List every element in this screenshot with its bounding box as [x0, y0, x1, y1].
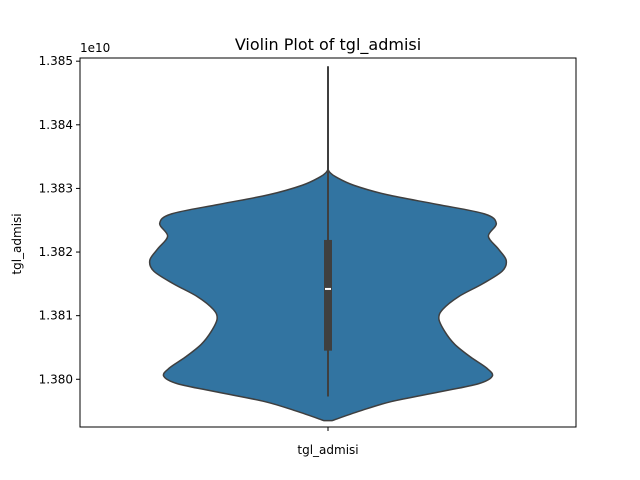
iqr-box: [324, 239, 332, 351]
y-tick-label: 1.384: [39, 118, 73, 132]
y-tick-label: 1.381: [39, 309, 73, 323]
x-tick-label: tgl_admisi: [297, 443, 358, 457]
y-tick-label: 1.380: [39, 372, 73, 386]
y-axis-label: tgl_admisi: [10, 213, 24, 274]
y-tick-label: 1.385: [39, 54, 73, 68]
y-tick-label: 1.383: [39, 181, 73, 195]
y-axis-offset-label: 1e10: [80, 41, 110, 55]
box-group: [324, 66, 332, 397]
y-tick-label: 1.382: [39, 245, 73, 259]
y-ticks: 1.380 1.381 1.382 1.383 1.384 1.385: [39, 54, 80, 386]
chart-title: Violin Plot of tgl_admisi: [235, 35, 421, 55]
plot-frame: [79, 57, 577, 428]
